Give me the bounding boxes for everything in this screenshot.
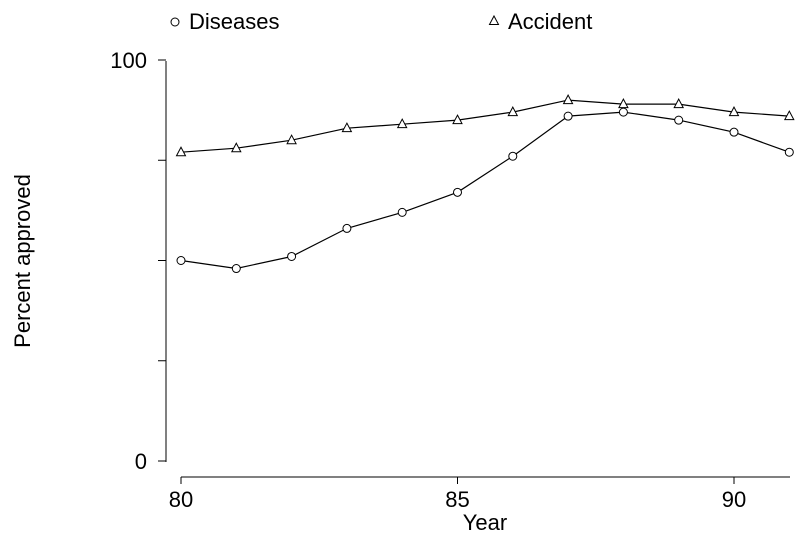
data-point-diseases xyxy=(231,264,241,274)
y-tick-label: 0 xyxy=(135,449,147,474)
data-point-accident xyxy=(783,110,795,121)
y-axis-title: Percent approved xyxy=(10,174,35,348)
x-axis-title: Year xyxy=(463,510,507,535)
data-point-accident xyxy=(286,134,297,145)
data-point-accident xyxy=(728,106,740,117)
x-tick-label: 85 xyxy=(445,487,469,512)
data-point-diseases xyxy=(453,187,462,197)
data-point-accident xyxy=(175,146,187,157)
data-point-accident xyxy=(452,114,463,125)
data-point-diseases xyxy=(342,223,352,233)
legend: Diseases Accident xyxy=(170,9,592,34)
data-point-diseases xyxy=(784,147,794,157)
data-point-diseases xyxy=(176,256,186,265)
legend-label-diseases: Diseases xyxy=(189,9,279,34)
x-tick-label: 80 xyxy=(169,487,193,512)
x-tick-label: 90 xyxy=(722,487,746,512)
data-point-diseases xyxy=(563,111,573,121)
legend-marker-diseases xyxy=(170,17,180,27)
data-point-diseases xyxy=(397,207,407,217)
data-point-accident xyxy=(341,122,353,133)
data-point-accident xyxy=(396,118,408,129)
series-line-accident xyxy=(180,99,790,153)
data-point-accident xyxy=(507,106,519,117)
plot-area xyxy=(175,94,795,274)
x-ticks: 80 85 90 xyxy=(169,477,746,512)
data-point-accident xyxy=(618,98,629,109)
data-point-diseases xyxy=(674,115,684,125)
y-tick-label: 100 xyxy=(110,48,147,73)
data-point-accident xyxy=(562,94,574,105)
data-point-diseases xyxy=(729,127,739,137)
data-point-diseases xyxy=(508,151,518,161)
data-point-accident xyxy=(230,142,242,153)
data-point-accident xyxy=(673,98,685,109)
y-ticks: 0 100 xyxy=(110,48,166,474)
data-point-diseases xyxy=(287,251,297,261)
data-point-diseases xyxy=(618,107,628,117)
legend-label-accident: Accident xyxy=(508,9,592,34)
legend-marker-accident xyxy=(488,14,500,25)
series-line-diseases xyxy=(180,111,790,270)
